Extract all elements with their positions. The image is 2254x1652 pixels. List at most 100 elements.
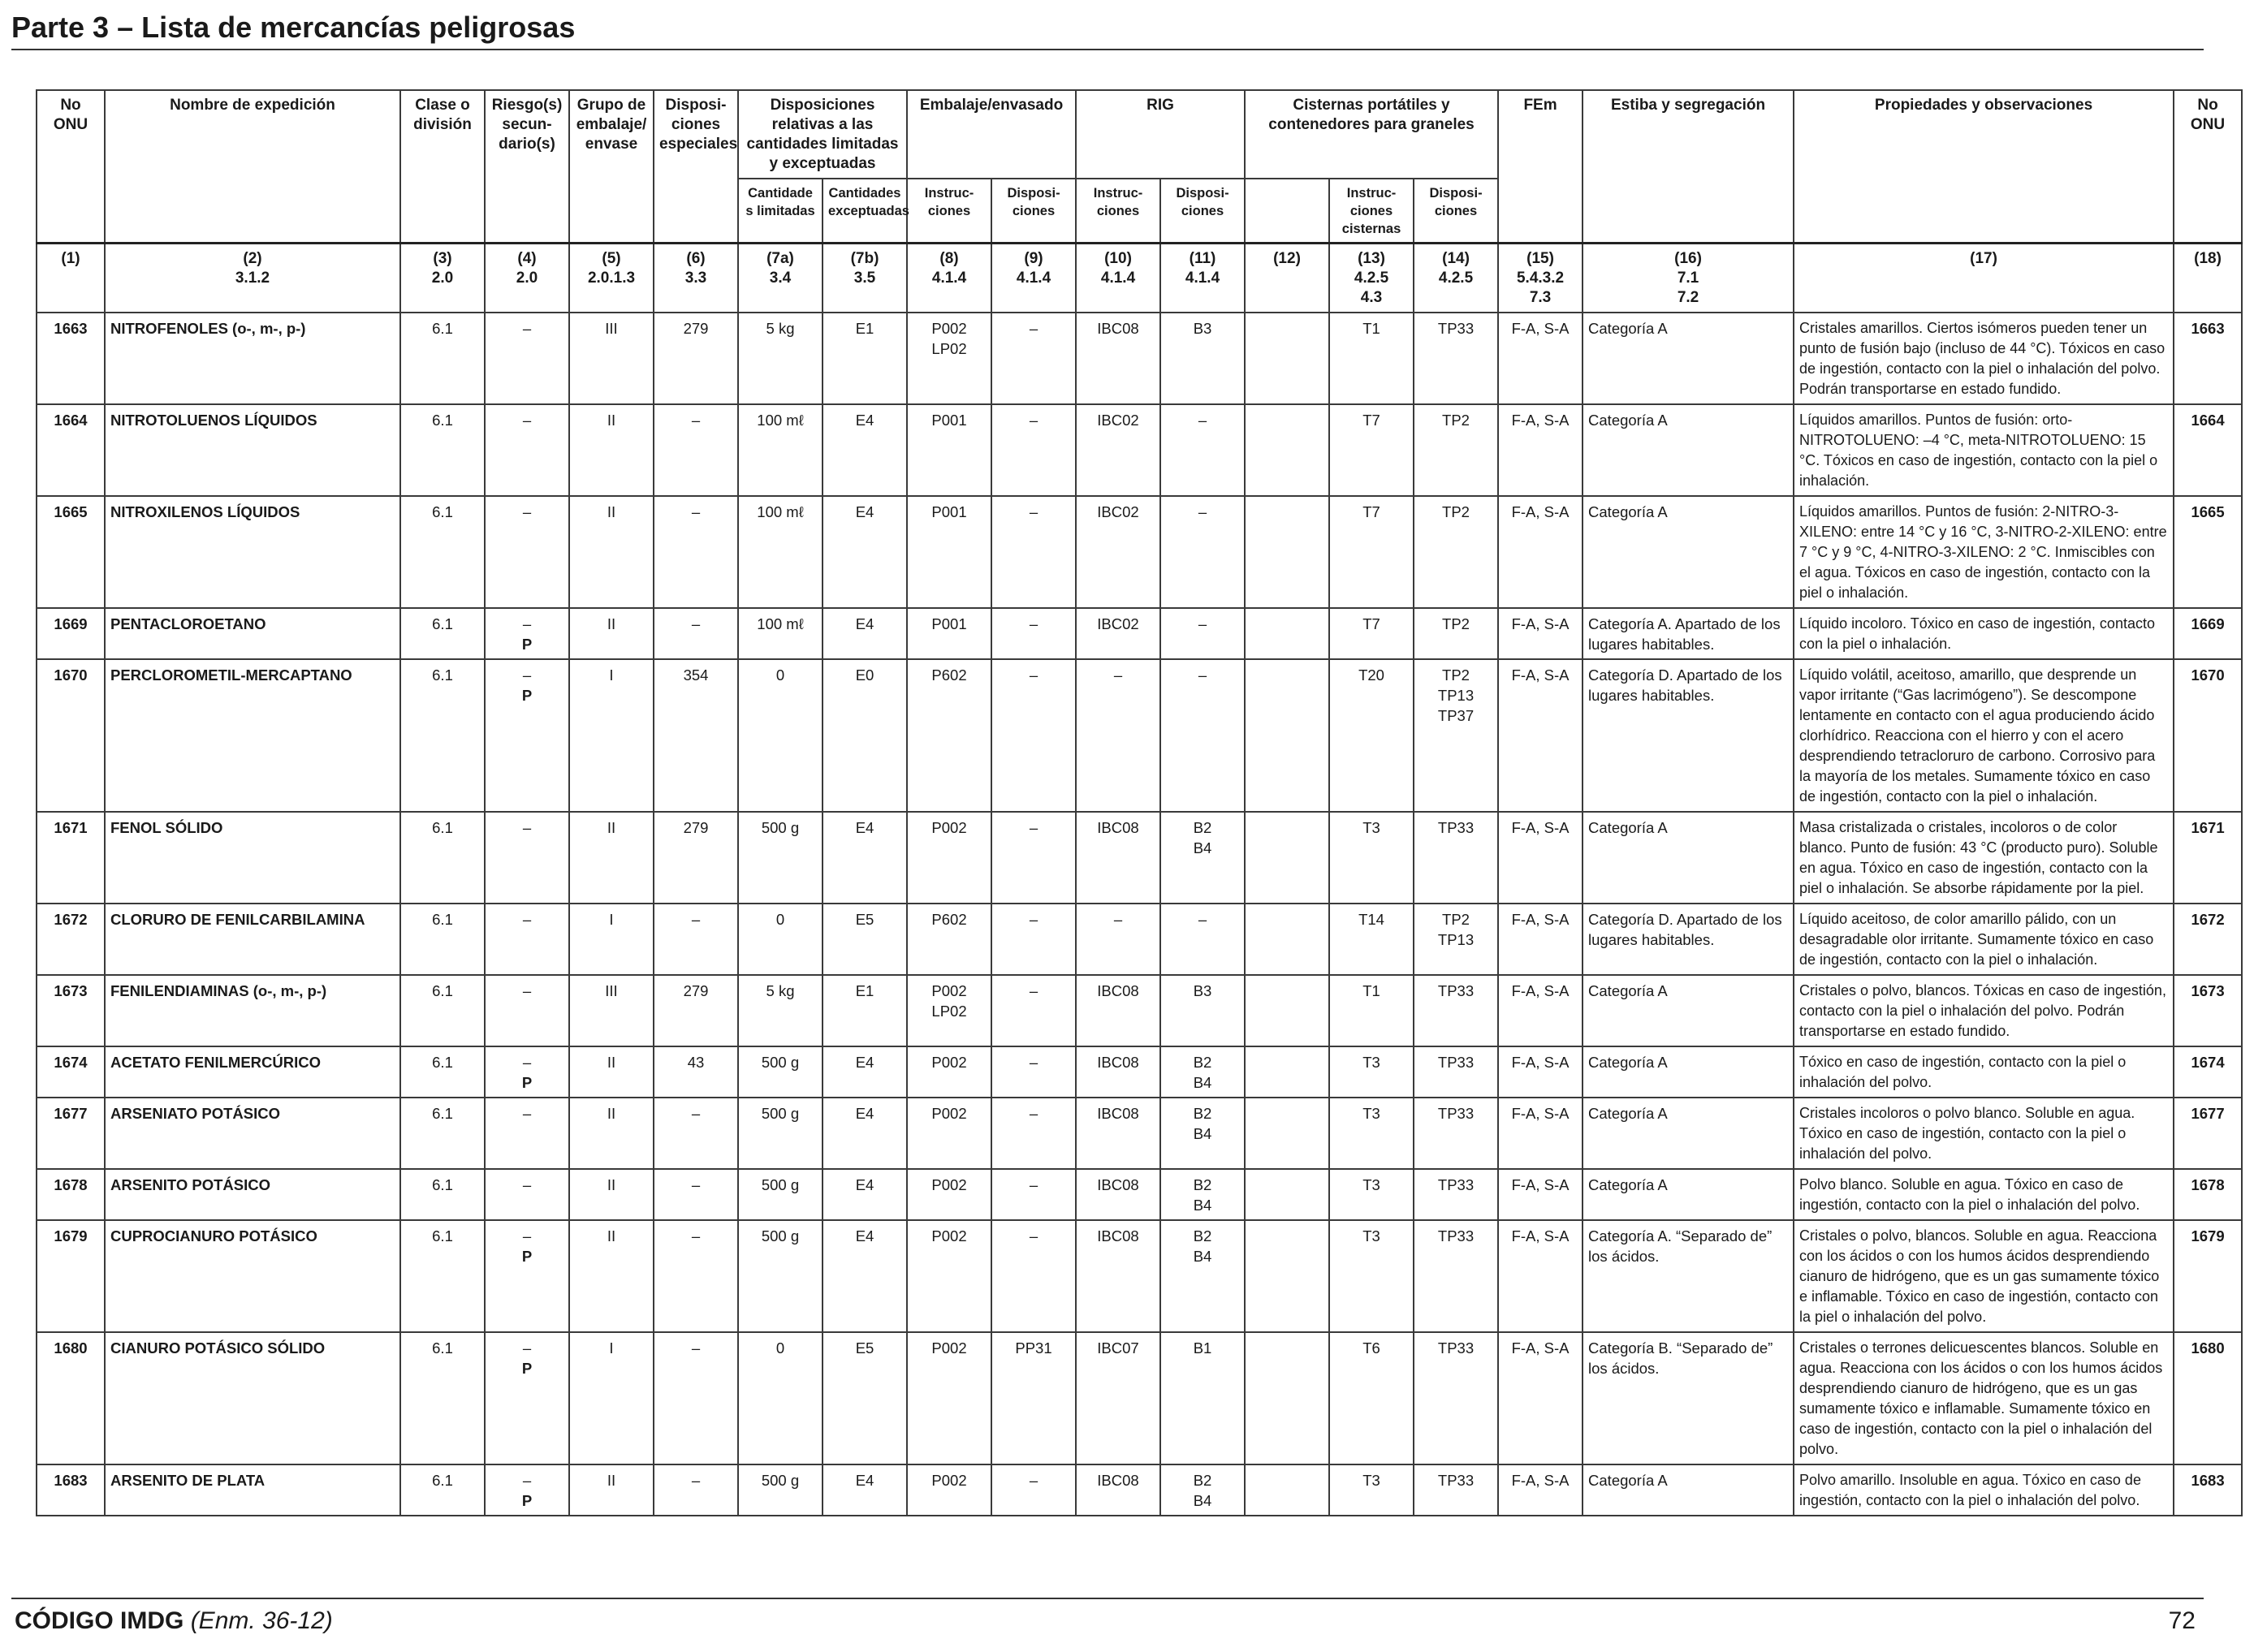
cell-cant-exc: E4 xyxy=(821,495,909,609)
cell-col12 xyxy=(1244,1464,1331,1516)
cell-rig-disp: B3 xyxy=(1159,974,1246,1047)
cell-clase: 6.1 xyxy=(399,811,486,904)
cell-emb-instr: P001 xyxy=(906,403,993,497)
col-ref-line: 5.4.3.2 xyxy=(1516,270,1565,287)
cell-riesgo: – xyxy=(484,811,570,904)
cell-riesgo: – xyxy=(484,903,570,976)
col-ref-line: 4.1.4 xyxy=(1185,270,1220,287)
cell-emb-instr-line: P002 xyxy=(931,1472,967,1489)
cell-rig-disp-line: B2 xyxy=(1193,1472,1212,1489)
cell-col12 xyxy=(1244,903,1331,976)
cell-cis-disp: TP33 xyxy=(1413,1464,1500,1516)
cell-disp-esp: 43 xyxy=(653,1046,739,1098)
cell-emb-instr-line: P001 xyxy=(931,615,967,632)
cell-emb-instr: P602 xyxy=(906,903,993,976)
col-ref-line: 7.3 xyxy=(1529,289,1552,306)
cell-estiba: Categoría A. “Separado de” los ácidos. xyxy=(1582,1219,1795,1333)
col-header-cant-exc: Cantidades exceptuadas xyxy=(821,178,909,244)
cell-riesgo-line: P xyxy=(521,636,533,653)
dangerous-goods-table: No ONU Nombre de expedición Clase o divi… xyxy=(36,89,2243,1516)
cell-onu: 1680 xyxy=(36,1331,106,1465)
col-ref-line: (2) xyxy=(243,250,262,267)
cell-cis-disp: TP2 xyxy=(1413,403,1500,497)
cell-clase: 6.1 xyxy=(399,658,486,813)
cell-onu-right: 1671 xyxy=(2173,811,2243,904)
cell-emb-instr-line: P002 xyxy=(931,1339,967,1357)
cell-rig-disp: B2 B4 xyxy=(1159,1046,1246,1098)
cell-emb-instr: P002 xyxy=(906,1168,993,1221)
table-row: 1683 ARSENITO DE PLATA 6.1– P II –500 g E4 P002… xyxy=(36,1464,2243,1516)
col-header-rig-disp: Disposi- ciones xyxy=(1159,178,1246,244)
cell-rig-instr: IBC08 xyxy=(1075,1168,1162,1221)
cell-estiba: Categoría A xyxy=(1582,495,1795,609)
cell-rig-instr: IBC08 xyxy=(1075,1219,1162,1333)
cell-estiba: Categoría A. Apartado de los lugares hab… xyxy=(1582,607,1795,660)
cell-riesgo-line: – xyxy=(522,1054,532,1071)
col-ref-line: (11) xyxy=(1189,250,1216,267)
cell-onu: 1677 xyxy=(36,1097,106,1170)
footer-title: CÓDIGO IMDG (Enm. 36-12) xyxy=(15,1607,333,1635)
cell-cant-lim: 500 g xyxy=(737,1168,823,1221)
cell-emb-disp: – xyxy=(991,312,1077,405)
cell-props: Masa cristalizada o cristales, incoloros… xyxy=(1793,811,2175,904)
cell-disp-esp: – xyxy=(653,903,739,976)
cell-rig-disp-line: B4 xyxy=(1193,1125,1212,1142)
cell-cant-lim: 100 mℓ xyxy=(737,495,823,609)
cell-props: Cristales o polvo, blancos. Soluble en a… xyxy=(1793,1219,2175,1333)
cell-grupo: I xyxy=(568,903,654,976)
col-ref: (14) 4.2.5 xyxy=(1413,242,1500,313)
col-header-name: Nombre de expedición xyxy=(104,89,401,244)
col-ref: (15) 5.4.3.2 7.3 xyxy=(1497,242,1584,313)
cell-props: Cristales amarillos. Ciertos isómeros pu… xyxy=(1793,312,2175,405)
cell-grupo: II xyxy=(568,811,654,904)
cell-cis-disp: TP33 xyxy=(1413,1219,1500,1333)
cell-rig-disp: B2 B4 xyxy=(1159,1097,1246,1170)
col-ref-line: (14) xyxy=(1442,250,1470,267)
cell-rig-disp-line: – xyxy=(1198,615,1207,632)
cell-onu: 1673 xyxy=(36,974,106,1047)
cell-emb-disp: – xyxy=(991,658,1077,813)
cell-rig-disp: B3 xyxy=(1159,312,1246,405)
cell-clase: 6.1 xyxy=(399,1331,486,1465)
cell-onu: 1664 xyxy=(36,403,106,497)
cell-estiba: Categoría D. Apartado de los lugares hab… xyxy=(1582,658,1795,813)
cell-grupo: II xyxy=(568,1464,654,1516)
cell-clase: 6.1 xyxy=(399,1046,486,1098)
cell-riesgo-line: P xyxy=(521,1074,533,1091)
cell-emb-instr-line: P002 xyxy=(931,1105,967,1122)
cell-name: NITROFENOLES (o-, m-, p-) xyxy=(104,312,401,405)
cell-riesgo-line: P xyxy=(521,1360,533,1377)
cell-cis-disp-line: TP2 xyxy=(1442,412,1470,429)
cell-emb-disp: – xyxy=(991,811,1077,904)
cell-riesgo-line: P xyxy=(521,687,533,704)
cell-cant-lim: 100 mℓ xyxy=(737,403,823,497)
cell-grupo: I xyxy=(568,658,654,813)
cell-emb-disp: – xyxy=(991,495,1077,609)
cell-cant-lim: 500 g xyxy=(737,811,823,904)
cell-emb-instr-line: P002 xyxy=(931,819,967,836)
cell-cis-instr: T14 xyxy=(1328,903,1415,976)
col-ref-line: (3) xyxy=(433,250,452,267)
cell-riesgo: – P xyxy=(484,1464,570,1516)
cell-cis-disp: TP33 xyxy=(1413,1097,1500,1170)
cell-onu: 1678 xyxy=(36,1168,106,1221)
cell-emb-disp: – xyxy=(991,1219,1077,1333)
cell-cant-exc: E4 xyxy=(821,403,909,497)
col-ref-line: 2.0.1.3 xyxy=(587,270,636,287)
cell-riesgo-line: – xyxy=(522,1227,532,1244)
cell-clase: 6.1 xyxy=(399,1168,486,1221)
col-header-rig-instr: Instruc- ciones xyxy=(1075,178,1162,244)
cell-fem: F-A, S-A xyxy=(1497,495,1584,609)
cell-onu-right: 1678 xyxy=(2173,1168,2243,1221)
cell-cis-instr: T7 xyxy=(1328,495,1415,609)
cell-cis-disp-line: TP33 xyxy=(1437,819,1475,836)
cell-cant-exc: E5 xyxy=(821,903,909,976)
cell-rig-disp-line: – xyxy=(1198,503,1207,520)
cell-rig-instr: IBC08 xyxy=(1075,811,1162,904)
cell-cant-exc: E0 xyxy=(821,658,909,813)
cell-disp-esp: – xyxy=(653,1464,739,1516)
col-ref: (11) 4.1.4 xyxy=(1159,242,1246,313)
cell-emb-disp: – xyxy=(991,403,1077,497)
col-ref: (3) 2.0 xyxy=(399,242,486,313)
cell-cis-instr: T1 xyxy=(1328,312,1415,405)
